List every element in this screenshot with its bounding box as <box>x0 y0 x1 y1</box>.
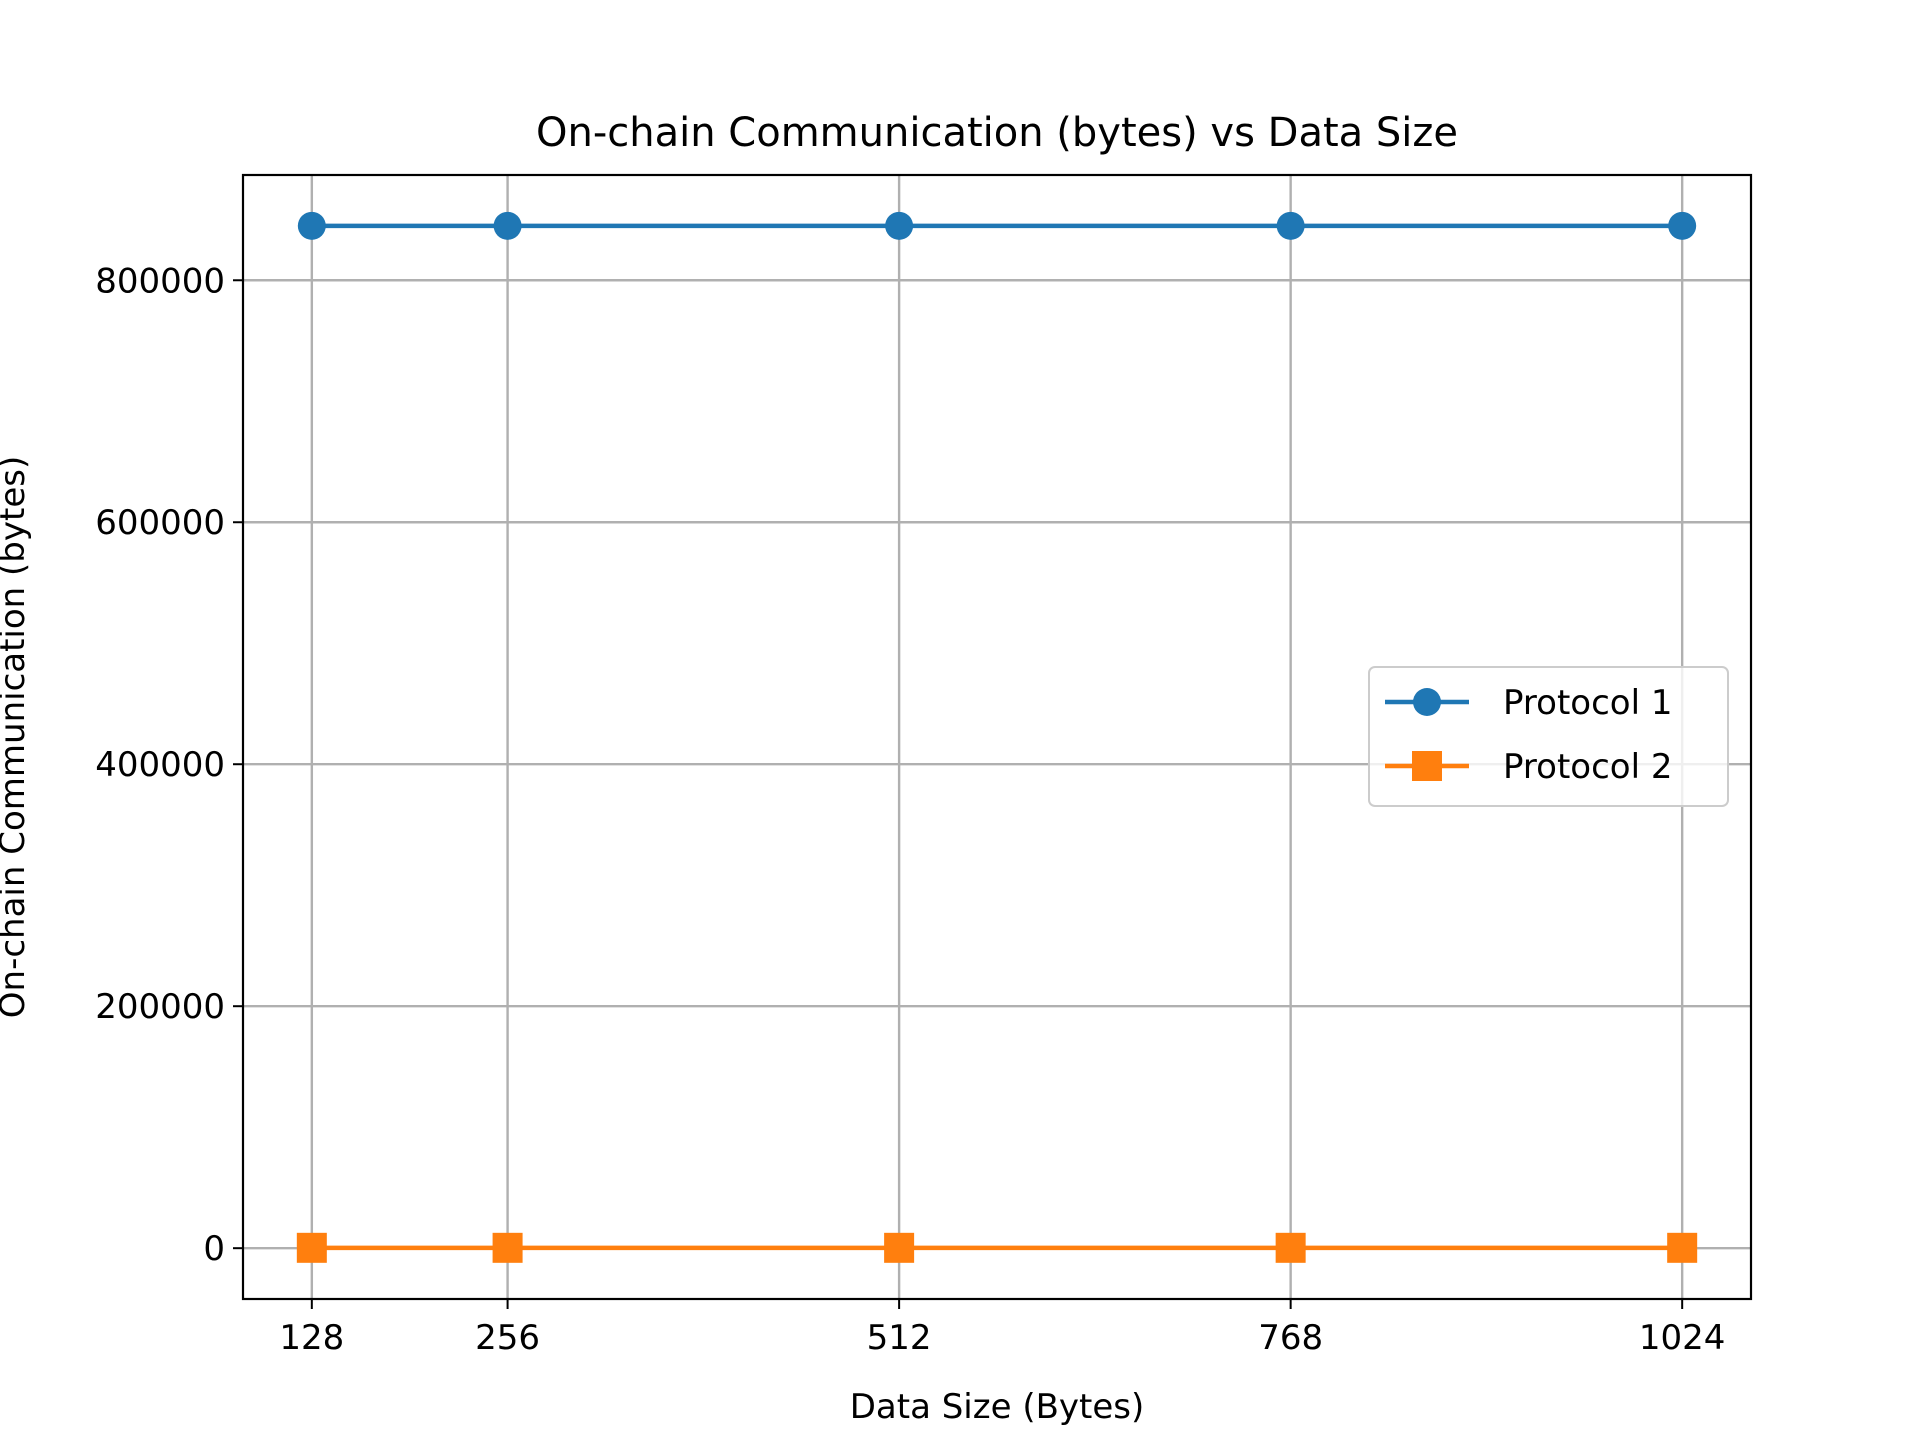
x-tick-label: 1024 <box>1639 1318 1726 1358</box>
plot-area-frame <box>241 173 1753 1301</box>
y-tick-label: 600000 <box>95 503 225 543</box>
series-layer <box>296 211 1698 1263</box>
y-axis-label: On-chain Communication (bytes) <box>0 456 33 1018</box>
y-tick-label: 800000 <box>95 261 225 301</box>
data-point <box>1668 211 1697 240</box>
chart-title: On-chain Communication (bytes) vs Data S… <box>536 110 1458 156</box>
legend-entry: Protocol 1 <box>1385 683 1672 723</box>
data-point <box>884 1232 915 1263</box>
x-tick-label: 128 <box>279 1318 344 1358</box>
data-point <box>297 211 326 240</box>
data-point <box>1667 1232 1698 1263</box>
data-point <box>296 1232 327 1263</box>
legend: Protocol 1 Protocol 2 <box>1368 666 1729 807</box>
y-tick-label: 0 <box>203 1229 225 1269</box>
x-tick-label: 256 <box>475 1318 540 1358</box>
data-point <box>492 1232 523 1263</box>
data-point <box>1275 1232 1306 1263</box>
data-point <box>1276 211 1305 240</box>
data-point <box>885 211 914 240</box>
legend-marker <box>1413 688 1441 716</box>
y-tick-label: 400000 <box>95 745 225 785</box>
x-axis-label: Data Size (Bytes) <box>850 1387 1145 1427</box>
x-tick-label: 512 <box>867 1318 932 1358</box>
y-tick-label: 200000 <box>95 987 225 1027</box>
axis-ticks: 128 256 512 768 1024 0 200000 400000 600000 80000… <box>95 261 1725 1358</box>
series-1 <box>297 211 1697 240</box>
data-point <box>493 211 522 240</box>
legend-label: Protocol 1 <box>1503 683 1672 723</box>
series-2 <box>296 1232 1698 1263</box>
legend-marker <box>1412 751 1442 781</box>
x-tick-label: 768 <box>1258 1318 1323 1358</box>
legend-entry: Protocol 2 <box>1385 747 1672 787</box>
legend-label: Protocol 2 <box>1503 747 1672 787</box>
